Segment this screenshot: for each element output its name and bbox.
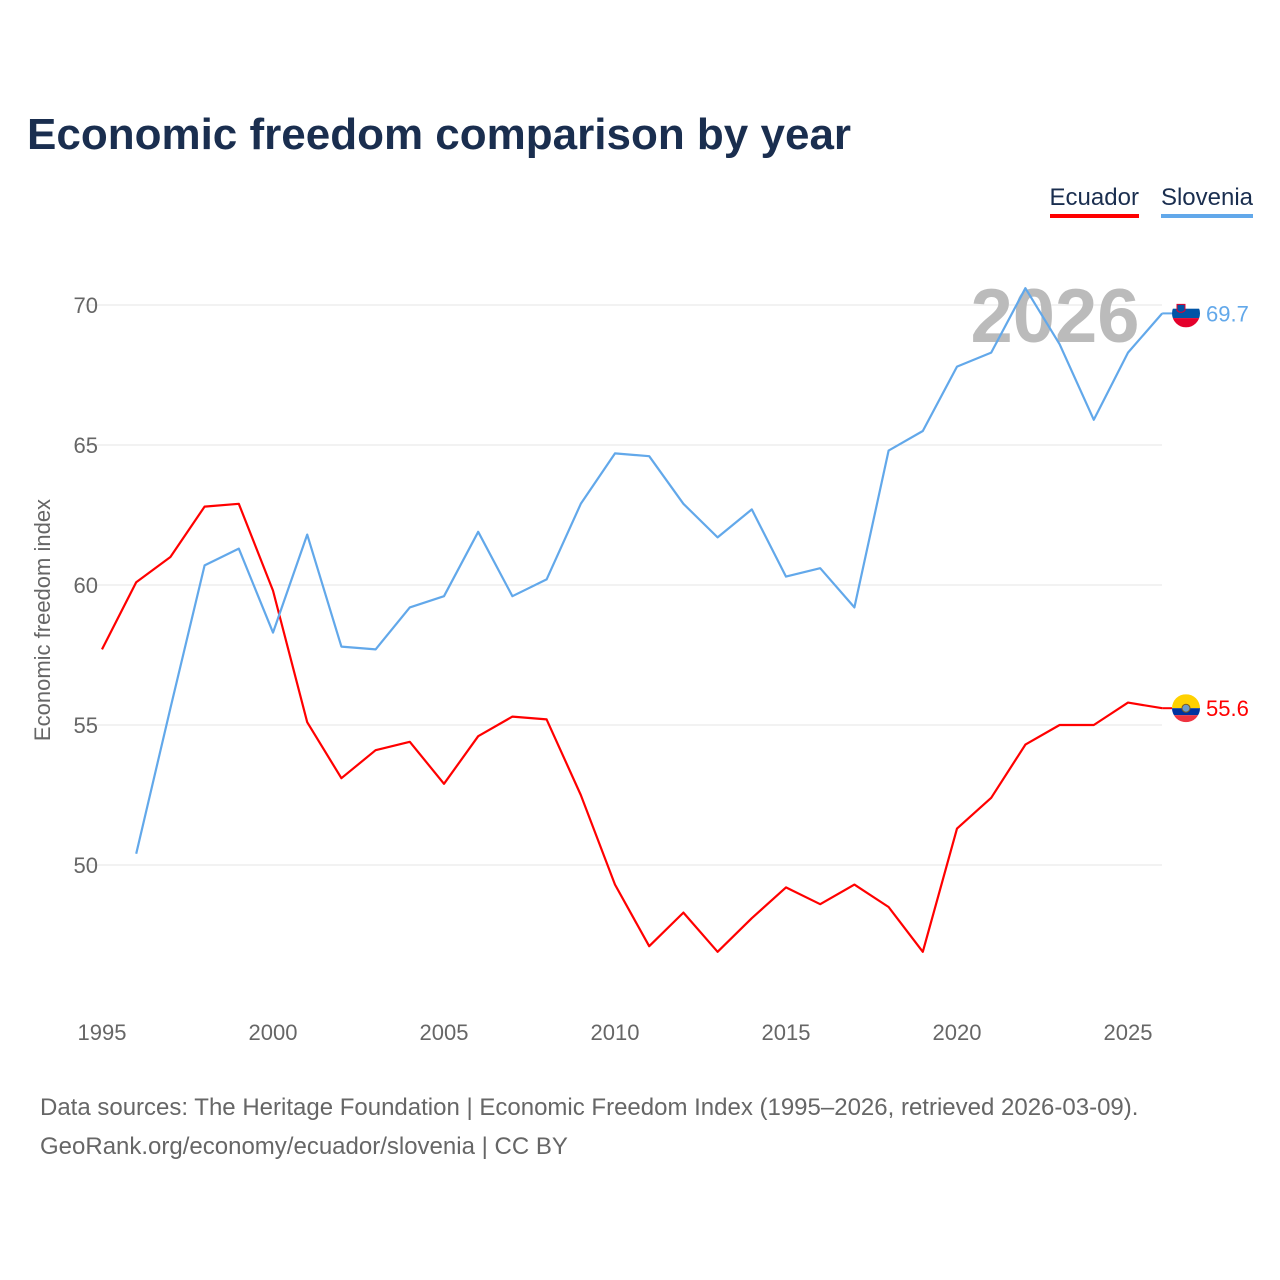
y-tick-label: 50 <box>74 853 98 878</box>
flag-stripes <box>1172 299 1200 328</box>
x-tick-label: 2015 <box>762 1020 811 1045</box>
source-line-2[interactable]: GeoRank.org/economy/ecuador/slovenia | C… <box>40 1133 568 1160</box>
x-tick-label: 1995 <box>78 1020 127 1045</box>
y-tick-label: 70 <box>74 293 98 318</box>
stripe <box>1172 694 1200 709</box>
series-line-slovenia <box>135 287 1164 855</box>
x-tick-label: 2020 <box>933 1020 982 1045</box>
slovenia-flag-icon <box>1172 299 1200 328</box>
legend: Ecuador Slovenia <box>1049 184 1253 218</box>
x-tick-label: 2000 <box>249 1020 298 1045</box>
series-line-ecuador <box>101 502 1163 953</box>
y-tick-label: 65 <box>74 433 98 458</box>
coat-of-arms <box>1176 303 1186 313</box>
stripe <box>1172 299 1200 309</box>
x-tick-label: 2005 <box>420 1020 469 1045</box>
x-tick-label: 2025 <box>1104 1020 1153 1045</box>
chart-title: Economic freedom comparison by year <box>27 110 852 159</box>
end-value-label: 55.6 <box>1206 696 1249 721</box>
y-axis-label: Economic freedom index <box>30 499 55 741</box>
stripe <box>1172 318 1200 328</box>
stripe <box>1172 308 1200 319</box>
stripe <box>1172 715 1200 723</box>
flag-stripes <box>1172 694 1200 723</box>
legend-ecuador[interactable]: Ecuador <box>1049 184 1139 218</box>
year-watermark: 2026 <box>970 274 1139 359</box>
ecuador-flag-icon <box>1172 694 1200 723</box>
source-note: Data sources: The Heritage Foundation | … <box>40 1088 1138 1166</box>
source-line-1: Data sources: The Heritage Foundation | … <box>40 1094 1139 1121</box>
x-tick-label: 2010 <box>591 1020 640 1045</box>
end-value-label: 69.7 <box>1206 301 1249 326</box>
y-tick-label: 60 <box>74 573 98 598</box>
y-tick-label: 55 <box>74 713 98 738</box>
coat-of-arms <box>1181 703 1191 713</box>
legend-slovenia[interactable]: Slovenia <box>1160 184 1253 218</box>
